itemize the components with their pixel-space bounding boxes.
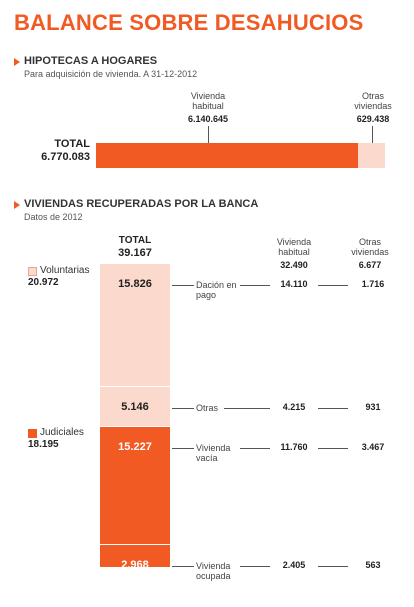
hipotecas-total-value: 6.770.083 (41, 151, 90, 163)
voluntarias-value: 20.972 (28, 277, 59, 288)
judiciales-value: 18.195 (28, 439, 59, 450)
row-otras-value-2: 931 (365, 401, 381, 412)
row-connector-line (318, 407, 348, 409)
row-habitual-value-1: 14.110 (280, 279, 308, 289)
row-label-2: Otras (196, 402, 219, 413)
bar-segment-3 (100, 426, 170, 545)
row-connector-line (318, 565, 348, 567)
row-otras-value-1: 1.716 (361, 279, 385, 289)
section1-heading: HIPOTECAS A HOGARES (24, 55, 158, 67)
col-habitual-label: Vivienda habitual (276, 237, 312, 257)
hipotecas-habitual-label: Vivienda habitual (190, 91, 226, 111)
hipotecas-bar-habitual (96, 143, 358, 168)
hipotecas-otras-value: 629.438 (356, 114, 390, 124)
section2-subtitle: Datos de 2012 (24, 212, 83, 222)
row-habitual-value-3: 11.760 (280, 441, 308, 452)
hipotecas-habitual-connector (208, 126, 209, 145)
bar-segment-4 (100, 545, 170, 568)
row-leader-line (172, 285, 194, 286)
row-otras-value-3: 3.467 (361, 441, 385, 452)
row-connector-line (318, 285, 348, 286)
viviendas-total-label: TOTAL (118, 235, 152, 246)
row-label-3: Vivienda vacía (196, 442, 231, 463)
row-otras-value-4: 563 (365, 559, 381, 570)
hipotecas-total-label: TOTAL (54, 138, 90, 150)
viviendas-total-value: 39.167 (118, 247, 152, 259)
row-connector-line (240, 447, 270, 449)
row-connector-line (224, 407, 270, 409)
bar-segment-1 (100, 264, 170, 387)
bar-segment-2 (100, 386, 170, 427)
voluntarias-label: Voluntarias (40, 265, 90, 276)
row-leader-line (172, 565, 194, 567)
judiciales-swatch (28, 429, 37, 438)
row-leader-line (172, 407, 194, 409)
viviendas-stacked-bar (100, 264, 170, 568)
bar-segment-value-1: 15.826 (118, 278, 152, 290)
hipotecas-otras-connector (372, 126, 373, 145)
col-habitual-total: 32.490 (280, 260, 308, 270)
voluntarias-swatch (28, 267, 37, 276)
hipotecas-bar (96, 143, 385, 168)
bar-segment-value-2: 5.146 (121, 400, 149, 413)
row-habitual-value-4: 2.405 (282, 559, 306, 570)
section2-heading: VIVIENDAS RECUPERADAS POR LA BANCA (24, 198, 259, 210)
row-connector-line (240, 285, 270, 286)
col-otras-total: 6.677 (358, 260, 382, 270)
hipotecas-habitual-value: 6.140.645 (187, 114, 229, 124)
section1-subtitle: Para adquisición de vivienda. A 31-12-20… (24, 69, 198, 79)
bar-segment-value-4: 2.968 (121, 558, 149, 571)
section-marker-icon (14, 58, 20, 66)
hipotecas-otras-label: Otras viviendas (354, 91, 392, 111)
row-connector-line (240, 565, 270, 567)
row-label-4: Vivienda ocupada (196, 560, 231, 581)
row-label-1: Dación en pago (196, 280, 237, 300)
col-otras-label: Otras viviendas (351, 237, 389, 257)
bar-segment-value-3: 15.227 (118, 440, 152, 453)
row-connector-line (318, 447, 348, 449)
section-marker-icon (14, 201, 20, 209)
page-title: BALANCE SOBRE DESAHUCIOS (14, 10, 364, 35)
hipotecas-bar-otras (358, 143, 385, 168)
judiciales-label: Judiciales (40, 427, 84, 438)
row-leader-line (172, 447, 194, 449)
row-habitual-value-2: 4.215 (282, 401, 306, 412)
